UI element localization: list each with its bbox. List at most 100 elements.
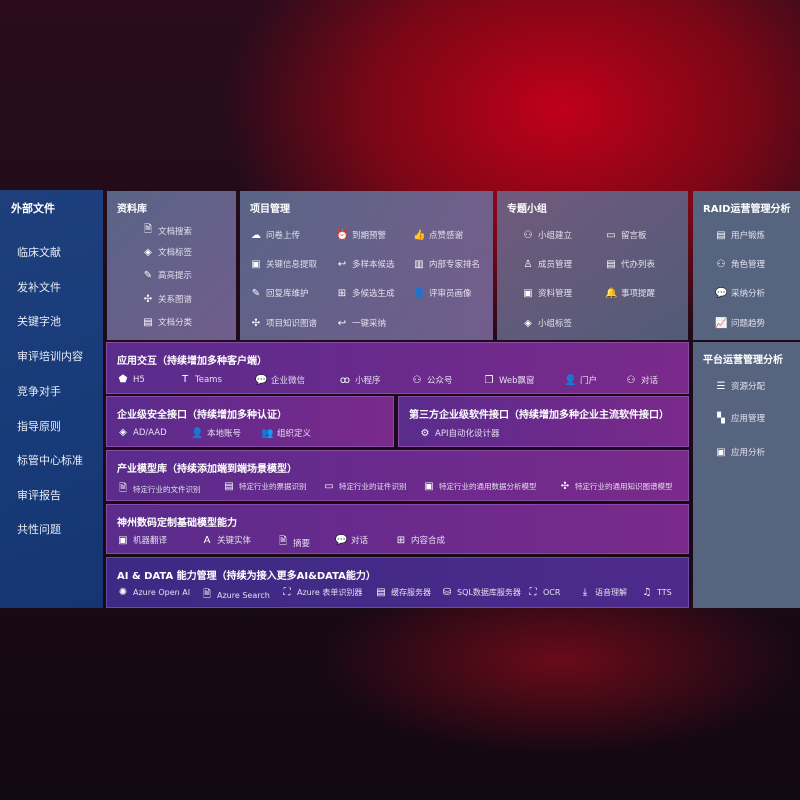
item-label: 到期预警 [352,231,387,241]
panel-title: 平台运营管理分析 [703,355,783,366]
platform-item[interactable]: ☰ 资源分配 [715,380,766,393]
thumbs-up-icon: 👍 [413,229,426,241]
item-label: 小组标签 [538,319,573,329]
model-item[interactable]: ▣ 特定行业的通用数据分析模型 [423,481,537,492]
client-item[interactable]: 💬 企业微信 [255,374,305,387]
project-item[interactable]: ↩ 一键采纳 [336,317,386,330]
group-item[interactable]: ♙ 成员管理 [522,258,573,271]
auth-item[interactable]: 👥 组织定义 [261,427,311,440]
client-item[interactable]: 👤 门户 [564,374,597,387]
client-item[interactable]: T Teams [179,374,222,385]
sidebar-item[interactable]: 指导原则 [17,420,61,433]
project-item[interactable]: ▣ 关键信息提取 [250,258,317,271]
auth-item[interactable]: ◈ AD/AAD [117,427,167,438]
service-item[interactable]: ⛁ SQL数据库服务器 [441,587,521,598]
checklist-icon: ☰ [716,380,726,392]
service-item[interactable]: ✺ Azure Open AI [117,587,190,598]
group-item[interactable]: ▭ 留言板 [605,229,646,242]
sidebar-item[interactable]: 标管中心标准 [17,454,83,467]
library-item[interactable]: 🗎 文档搜索 [142,222,192,239]
chat-icon: 💬 [335,534,348,546]
group-item[interactable]: ▣ 资料管理 [522,287,572,300]
users-icon: ⚇ [716,258,726,270]
auth-item[interactable]: 👤 本地账号 [191,427,241,440]
capability-item[interactable]: 🗎 摘要 [277,534,310,551]
raid-item[interactable]: 📈 问题趋势 [715,317,766,330]
sidebar-item[interactable]: 发补文件 [17,281,61,294]
reply-icon: ↩ [337,317,347,329]
client-item[interactable]: ⬟ H5 [117,374,145,385]
api-item[interactable]: ⚙ API自动化设计器 [419,427,500,440]
doc-search-icon: 🗎 [143,224,153,235]
group-item[interactable]: 🔔 事项提醒 [605,287,655,300]
project-item[interactable]: ▥ 内部专家排名 [413,258,481,271]
project-item[interactable]: ⊞ 多候选生成 [336,287,395,300]
client-item[interactable]: ⚇ 公众号 [411,374,453,387]
project-item[interactable]: 👤 评审员画像 [413,287,472,300]
speech-icon: ⤓ [582,587,588,598]
capability-item[interactable]: 💬 对话 [335,534,368,547]
project-item[interactable]: ↩ 多样本候选 [336,258,395,271]
panel-title: 应用交互（持续增加多种客户端） [117,356,267,367]
library-item[interactable]: ▤ 文档分类 [142,316,193,329]
item-label: 问题趋势 [731,319,766,329]
service-item[interactable]: ▤ 缓存服务器 [375,587,431,598]
sidebar-item[interactable]: 竞争对手 [17,385,61,398]
model-item[interactable]: ▭ 特定行业的证件识别 [323,481,407,492]
service-item[interactable]: ⛶ OCR [527,587,561,598]
sidebar-item[interactable]: 审评报告 [17,489,61,502]
item-label: Teams [195,374,222,385]
id-card-icon: ▤ [716,229,726,241]
panel-title: AI & DATA 能力管理（持续为接入更多AI&DATA能力） [117,571,376,582]
reply-icon: ↩ [337,258,347,270]
client-item[interactable]: ꝏ 小程序 [339,374,381,387]
item-label: 特定行业的通用数据分析模型 [439,482,537,491]
item-label: 内部专家排名 [429,260,481,270]
item-label: 应用管理 [731,414,766,424]
sidebar-item[interactable]: 审评培训内容 [17,350,83,363]
model-item[interactable]: 🗎 特定行业的文件识别 [117,481,201,498]
item-label: 文档分类 [158,318,193,328]
group-item[interactable]: ⚇ 小组建立 [522,229,573,242]
item-label: 回复库维护 [266,289,309,299]
client-item[interactable]: ❐ Web飘窗 [483,374,535,387]
raid-item[interactable]: 💬 采纳分析 [715,287,765,300]
window-icon: ❐ [484,374,494,386]
edit-icon: ✎ [251,287,261,299]
raid-item[interactable]: ⚇ 角色管理 [715,258,766,271]
service-item[interactable]: ⤓ 语音理解 [579,587,627,598]
capability-item[interactable]: ⊞ 内容合成 [395,534,445,547]
sidebar-item[interactable]: 共性问题 [17,523,61,536]
project-item[interactable]: ☁ 问卷上传 [250,229,300,242]
panel-title: 资料库 [117,204,147,215]
ai-data-panel: AI & DATA 能力管理（持续为接入更多AI&DATA能力） ✺ Azure … [106,557,689,608]
client-item[interactable]: ⚇ 对话 [625,374,659,387]
sidebar-item[interactable]: 临床文献 [17,246,61,259]
service-item[interactable]: ⛶ Azure 表单识别器 [281,587,363,598]
project-item[interactable]: ⏰ 到期预警 [336,229,387,242]
user-icon: 👤 [413,287,426,299]
capability-item[interactable]: A 关键实体 [201,534,251,547]
service-item[interactable]: 🗎 Azure Search [201,587,270,604]
project-item[interactable]: ✎ 回复库维护 [250,287,309,300]
capability-item[interactable]: ▣ 机器翻译 [117,534,167,547]
library-item[interactable]: ◈ 文档标签 [142,246,192,259]
model-item[interactable]: ✣ 特定行业的通用知识图谱模型 [559,481,673,492]
security-panel: 企业级安全接口（持续增加多种认证） ◈ AD/AAD 👤 本地账号 👥 组织定义 [106,396,394,447]
model-item[interactable]: ▤ 特定行业的票据识别 [223,481,306,492]
service-item[interactable]: ♫ TTS [641,587,672,598]
library-item[interactable]: ✣ 关系图谱 [142,293,192,306]
project-item[interactable]: 👍 点赞感谢 [413,229,463,242]
sidebar-item[interactable]: 关键字池 [17,315,61,328]
platform-item[interactable]: ▣ 应用分析 [715,446,766,459]
group-item[interactable]: ◈ 小组标签 [522,317,573,330]
raid-item[interactable]: ▤ 用户锻炼 [715,229,765,242]
item-label: 特定行业的证件识别 [339,482,407,491]
platform-item[interactable]: ▚ 应用管理 [715,412,766,425]
org-icon: 👥 [261,427,274,439]
item-label: 应用分析 [731,448,766,458]
ad-icon: ◈ [119,427,127,438]
project-item[interactable]: ✣ 项目知识图谱 [250,317,317,330]
library-item[interactable]: ✎ 高亮提示 [142,269,192,282]
group-item[interactable]: ▤ 代办列表 [605,258,655,271]
